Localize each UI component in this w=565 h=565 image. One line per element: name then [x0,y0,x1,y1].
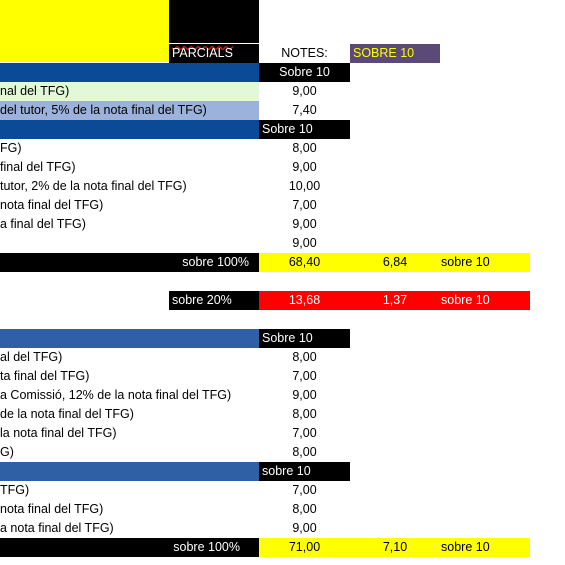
table-row: tutor, 2% de la nota final del TFG) 10,0… [0,177,565,196]
table-row: final del TFG) 9,00 [0,158,565,177]
table-row: del tutor, 5% de la nota final del TFG) … [0,101,565,120]
header-yellow-block [0,0,169,62]
sobre10-header[interactable]: SOBRE 10 [350,44,440,63]
row-label[interactable]: a Comissió, 12% de la nota final del TFG… [0,388,232,402]
row-label[interactable]: nal del TFG) [0,82,259,101]
total1-row: sobre 100% 68,40 6,84 sobre 10 [0,253,565,272]
row-label[interactable]: a nota final del TFG) [0,521,114,535]
section4-header-row: sobre 10 [0,462,565,481]
total1-sobre[interactable]: sobre 10 [440,253,530,272]
table-row: nota final del TFG) 8,00 [0,500,565,519]
section2-sobre[interactable]: Sobre 10 [259,120,350,139]
section3-header-row: Sobre 10 [0,329,565,348]
total2-label[interactable]: sobre 100% [0,538,259,557]
section2-header-row: Sobre 10 [0,120,565,139]
row-label[interactable]: la nota final del TFG) [0,426,117,440]
table-row: ta final del TFG) 7,00 [0,367,565,386]
section1-header-row: Sobre 10 [0,63,565,82]
row-note[interactable]: 7,00 [292,426,317,440]
row-label[interactable]: tutor, 2% de la nota final del TFG) [0,179,187,193]
section3-sobre[interactable]: Sobre 10 [259,329,350,348]
row-label[interactable]: FG) [0,141,22,155]
table-row: nal del TFG) 9,00 [0,82,565,101]
parcials-header[interactable]: PARCIALS [169,44,259,63]
row-note[interactable]: 8,00 [292,502,317,516]
section1-sobre[interactable]: Sobre 10 [259,63,350,82]
table-row: de la nota final del TFG) 8,00 [0,405,565,424]
table-row: a Comissió, 12% de la nota final del TFG… [0,386,565,405]
partial1-value[interactable]: 13,68 [259,291,350,310]
partial1-sobre[interactable]: sobre 10 [440,291,530,310]
total2-value[interactable]: 71,00 [259,538,350,557]
table-row: a final del TFG) 9,00 [0,215,565,234]
row-note[interactable]: 7,00 [292,198,317,212]
row-label[interactable]: ta final del TFG) [0,369,90,383]
row-note[interactable]: 8,00 [292,407,317,421]
total2-score[interactable]: 7,10 [350,538,440,557]
row-note[interactable]: 9,00 [292,84,317,98]
row-label[interactable]: de la nota final del TFG) [0,407,134,421]
total2-row: sobre 100% 71,00 7,10 sobre 10 [0,538,565,557]
row-note[interactable]: 9,00 [292,217,317,231]
row-note[interactable]: 10,00 [288,179,321,193]
table-row: 9,00 [0,234,565,253]
header-row: PARCIALS NOTES: SOBRE 10 [0,44,565,63]
table-row: nota final del TFG) 7,00 [0,196,565,215]
row-note[interactable]: 9,00 [292,236,317,250]
row-note[interactable]: 9,00 [292,160,317,174]
row-label[interactable]: a final del TFG) [0,217,86,231]
row-label[interactable]: TFG) [0,483,30,497]
table-row: TFG) 7,00 [0,481,565,500]
row-note[interactable]: 9,00 [292,521,317,535]
row-label[interactable]: nota final del TFG) [0,502,104,516]
section4-band[interactable] [0,462,259,481]
table-row: la nota final del TFG) 7,00 [0,424,565,443]
total1-value[interactable]: 68,40 [259,253,350,272]
partial1-score[interactable]: 1,37 [350,291,440,310]
row-label[interactable] [0,234,259,253]
notes-header[interactable]: NOTES: [281,46,328,60]
section3-band[interactable] [0,329,259,348]
row-note[interactable]: 7,00 [292,483,317,497]
row-note[interactable]: 7,40 [292,103,317,117]
total2-sobre[interactable]: sobre 10 [440,538,530,557]
row-note[interactable]: 8,00 [292,141,317,155]
row-note[interactable]: 8,00 [292,445,317,459]
row-label[interactable]: G) [0,445,14,459]
header-black-block [169,0,259,43]
table-row: G) 8,00 [0,443,565,462]
table-row: al del TFG) 8,00 [0,348,565,367]
row-note[interactable]: 8,00 [292,350,317,364]
partial1-row: sobre 20% 13,68 1,37 sobre 10 [0,291,565,310]
row-note[interactable]: 9,00 [292,388,317,402]
section1-band[interactable] [0,63,259,82]
table-row: a nota final del TFG) 9,00 [0,519,565,538]
row-label[interactable]: nota final del TFG) [0,198,104,212]
section2-band[interactable] [0,120,259,139]
partial1-label[interactable]: sobre 20% [169,291,259,310]
table-row: FG) 8,00 [0,139,565,158]
row-note[interactable]: 7,00 [292,369,317,383]
row-label[interactable]: del tutor, 5% de la nota final del TFG) [0,101,259,120]
total1-label[interactable]: sobre 100% [0,253,259,272]
section4-sobre[interactable]: sobre 10 [259,462,350,481]
row-label[interactable]: al del TFG) [0,350,63,364]
total1-score[interactable]: 6,84 [350,253,440,272]
row-label[interactable]: final del TFG) [0,160,76,174]
